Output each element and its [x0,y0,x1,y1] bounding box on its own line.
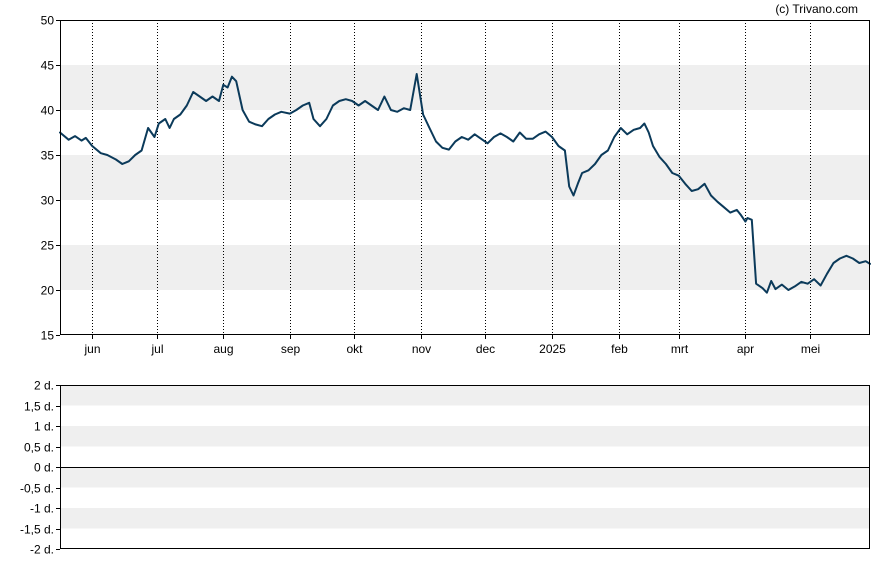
x-tick-label: aug [213,342,233,356]
x-tick-label: sep [281,342,301,356]
days-y-axis: 2 d. 1,5 d. 1 d. 0,5 d. 0 d. -0,5 d. -1 d. -1,5… [20,379,60,557]
y-tick-label: 20 [41,284,55,298]
x-tick-label: nov [412,342,431,356]
y-tick-label: 50 [41,14,55,28]
days-band [60,385,870,406]
days-y-tick-label: 0 d. [34,461,54,475]
days-plot-frame [60,385,870,549]
x-tick-label: feb [611,342,628,356]
credit-text: (c) Trivano.com [775,2,858,16]
days-band [60,508,870,529]
y-tick-label: 40 [41,104,55,118]
y-tick-label: 35 [41,149,55,163]
y-tick-label: 25 [41,239,55,253]
month-x-axis: jun jul aug sep okt nov dec 2025 feb mrt apr mei [83,335,820,356]
days-y-tick-label: 1 d. [34,420,54,434]
price-band [60,245,870,290]
price-band-background [60,65,870,290]
days-band-background [60,385,870,529]
days-band [60,426,870,447]
days-y-tick-label: 2 d. [34,379,54,393]
price-plot-frame [60,20,870,335]
days-band [60,467,870,488]
x-tick-label: apr [737,342,754,356]
x-tick-label: dec [476,342,495,356]
x-tick-label: okt [346,342,363,356]
y-tick-label: 15 [41,329,55,343]
price-band [60,155,870,200]
x-tick-label: mrt [671,342,689,356]
days-y-tick-label: 1,5 d. [24,400,54,414]
price-y-axis: 15 20 25 30 35 40 45 50 [41,14,60,343]
price-band [60,65,870,110]
days-y-tick-label: -0,5 d. [20,482,54,496]
x-tick-label: 2025 [539,342,566,356]
x-tick-label: mei [801,342,820,356]
days-y-tick-label: -2 d. [30,543,54,557]
y-tick-label: 45 [41,59,55,73]
x-tick-label: jun [83,342,100,356]
x-tick-label: jul [150,342,163,356]
days-y-tick-label: -1 d. [30,502,54,516]
price-series-line [59,73,871,294]
y-tick-label: 30 [41,194,55,208]
days-y-tick-label: 0,5 d. [24,441,54,455]
days-y-tick-label: -1,5 d. [20,523,54,537]
